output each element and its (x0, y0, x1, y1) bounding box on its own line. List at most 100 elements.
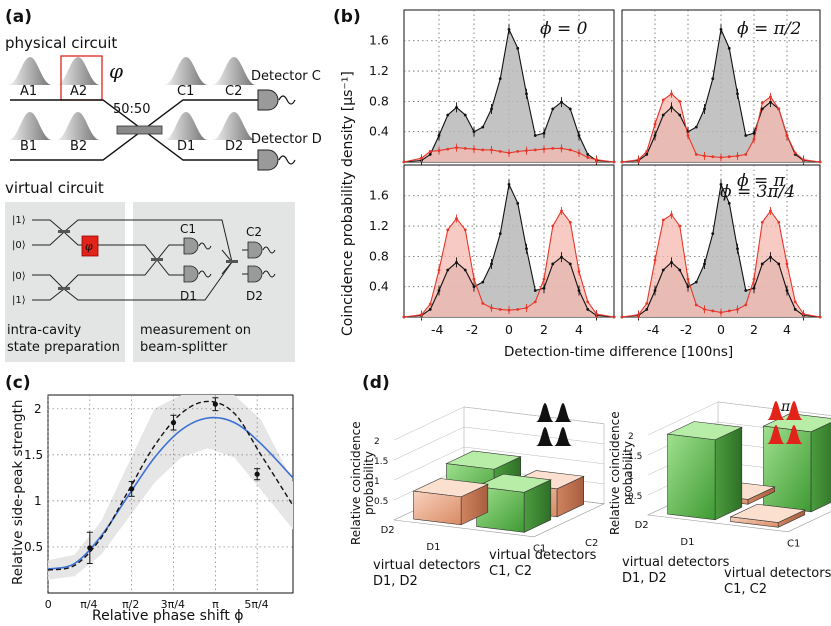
reference-point-3-13 (736, 247, 739, 251)
state-prep-caption-1: intra-cavity (7, 323, 81, 338)
reference-point-3-15 (752, 286, 756, 290)
measured-point-0-2 (428, 149, 432, 153)
reference-point-1-16 (760, 107, 764, 111)
data-point-0 (87, 545, 93, 551)
measured-area-3 (622, 210, 820, 317)
virtual-detector-d2: D2 (246, 289, 263, 303)
measured-point-2-15 (542, 277, 546, 281)
ket-4: |1⟩ (12, 295, 26, 306)
back-gridline-right-3 (717, 401, 831, 416)
phase-label-pi-2: ϕ = π/2 (737, 19, 801, 39)
measured-point-1-2 (645, 149, 649, 153)
reference-point-1-4 (661, 113, 665, 117)
hist-xtick-2-2: 0 (505, 322, 513, 337)
data-point-3 (212, 401, 218, 407)
phase-label-0: ϕ = 0 (540, 19, 588, 39)
measured-point-0-15 (542, 147, 546, 151)
measured-point-3-6 (678, 224, 682, 228)
reference-point-3-19 (785, 289, 789, 292)
measured-point-2-18 (568, 220, 572, 224)
measured-point-3-20 (793, 300, 797, 304)
panel-b-label: (b) (333, 7, 361, 27)
measured-point-1-0 (620, 160, 624, 164)
pulse-top-1 (56, 57, 100, 85)
bar-front-right-0 (763, 425, 812, 513)
virtual-detectors (183, 237, 276, 283)
reference-point-2-3 (437, 289, 441, 292)
reference-point-0-5 (455, 106, 458, 109)
black-pulse-icon-2 (536, 427, 554, 446)
mode-label-a1: A1 (20, 84, 37, 99)
mode-label-d1: D1 (177, 139, 195, 154)
reference-point-0-16 (551, 107, 555, 111)
hist-xtick-2-4: 4 (575, 322, 583, 337)
reference-point-2-9 (490, 262, 493, 266)
measured-point-3-16 (760, 220, 764, 224)
hist-ytick-0-1: 1.2 (369, 63, 389, 78)
measured-point-2-1 (420, 313, 423, 317)
reference-point-3-7 (686, 285, 690, 289)
d-axis-d2-left: D2 (381, 525, 395, 536)
measured-point-1-13 (736, 154, 739, 158)
c-xtick-3: 3π/4 (161, 598, 185, 611)
measured-point-1-21 (802, 158, 805, 162)
panel-c-xlabel: Relative phase shift ϕ (92, 608, 244, 624)
reference-point-2-2 (428, 308, 432, 311)
phase-symbol: φ (109, 59, 123, 83)
measured-point-2-7 (472, 277, 476, 281)
pi-marker-label: π (780, 399, 791, 415)
mode-label-d2: D2 (225, 139, 243, 154)
measured-point-1-6 (678, 99, 682, 103)
c-ytick-3: 0.5 (24, 540, 43, 554)
d-axis-d2-right: D2 (635, 520, 649, 531)
measured-point-0-11 (507, 151, 511, 155)
measured-point-0-20 (586, 156, 590, 159)
panel-b-ylabel: Coincidence probability density [μs⁻¹] (340, 71, 356, 336)
hist-xtick-3-4: 4 (783, 322, 791, 337)
side-gridline-left-1 (393, 446, 465, 481)
measured-point-2-9 (490, 306, 493, 310)
measured-point-2-4 (446, 228, 450, 232)
d-ztick-left-2: 1 (374, 477, 380, 487)
measured-point-2-19 (577, 270, 581, 273)
vd-left-3: virtual detectors (622, 555, 730, 570)
measurement-background (133, 202, 295, 362)
hist-xtick-2-3: 2 (540, 322, 548, 337)
measured-point-1-7 (686, 134, 690, 137)
vd-right-1: virtual detectors (489, 548, 597, 563)
black-pulse-icon-3 (554, 427, 572, 446)
mode-label-b2: B2 (70, 139, 87, 154)
measured-point-0-5 (455, 146, 458, 150)
measured-point-2-3 (437, 268, 441, 272)
measured-point-0-16 (551, 146, 555, 150)
reference-point-0-2 (428, 153, 432, 156)
hist-ytick-2-3: 0.4 (369, 279, 389, 294)
reference-point-1-8 (694, 125, 698, 129)
measured-point-2-11 (507, 308, 511, 312)
vd-left-2: D1, D2 (373, 574, 418, 589)
detector-d-label: Detector D (251, 132, 322, 147)
detector-c-icon (257, 89, 279, 111)
reference-point-0-4 (446, 113, 450, 117)
reference-area-0 (404, 29, 614, 163)
virtual-phase-symbol: φ (85, 240, 93, 253)
measured-point-2-16 (551, 224, 555, 228)
black-pulse-icon-1 (554, 403, 572, 422)
back-gridline-left-3 (463, 406, 605, 425)
measured-point-1-22 (818, 160, 822, 164)
reference-point-0-8 (481, 125, 485, 129)
reference-point-0-7 (472, 130, 476, 134)
measured-point-0-8 (481, 148, 485, 152)
hist-ytick-0-2: 0.8 (369, 93, 389, 108)
measured-point-0-3 (437, 149, 441, 153)
d-ztick-right-3: 0.5 (628, 492, 642, 502)
side-gridline-left-2 (393, 426, 465, 461)
measured-point-1-10 (711, 155, 715, 159)
data-point-4 (254, 471, 260, 477)
measured-point-2-6 (463, 228, 467, 232)
measured-point-3-13 (736, 308, 739, 311)
splitter-ratio: 50:50 (113, 102, 150, 117)
reference-point-3-11 (719, 182, 723, 186)
measured-point-0-13 (525, 149, 528, 153)
